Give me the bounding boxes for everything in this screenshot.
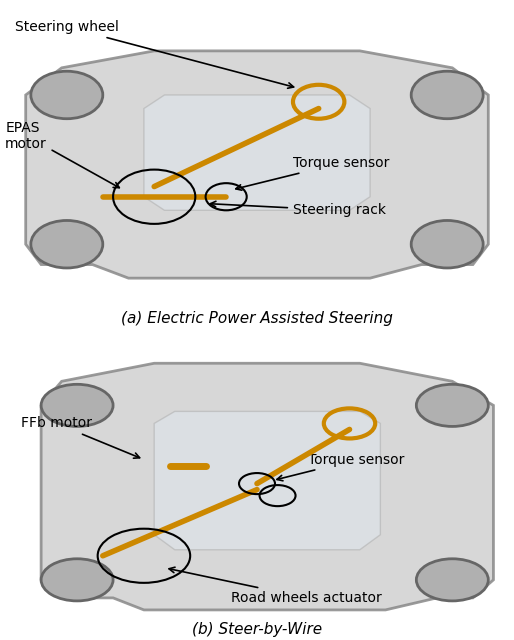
Text: Torque sensor: Torque sensor [277,452,405,481]
Text: Steering rack: Steering rack [210,201,386,218]
Polygon shape [154,412,380,550]
Circle shape [41,384,113,426]
Text: Steering wheel: Steering wheel [15,20,293,88]
Text: (b) Steer-by-Wire: (b) Steer-by-Wire [192,622,322,637]
Text: FFb motor: FFb motor [21,417,140,458]
Circle shape [31,71,103,119]
Circle shape [411,220,483,268]
Circle shape [416,384,488,426]
Text: EPAS
motor: EPAS motor [5,120,119,188]
Polygon shape [144,95,370,211]
Text: Torque sensor: Torque sensor [236,156,390,190]
Polygon shape [41,364,493,610]
Circle shape [411,71,483,119]
Text: Road wheels actuator: Road wheels actuator [169,567,382,605]
Circle shape [41,559,113,601]
Circle shape [416,559,488,601]
Text: (a) Electric Power Assisted Steering: (a) Electric Power Assisted Steering [121,310,393,326]
Circle shape [31,220,103,268]
Polygon shape [26,51,488,278]
